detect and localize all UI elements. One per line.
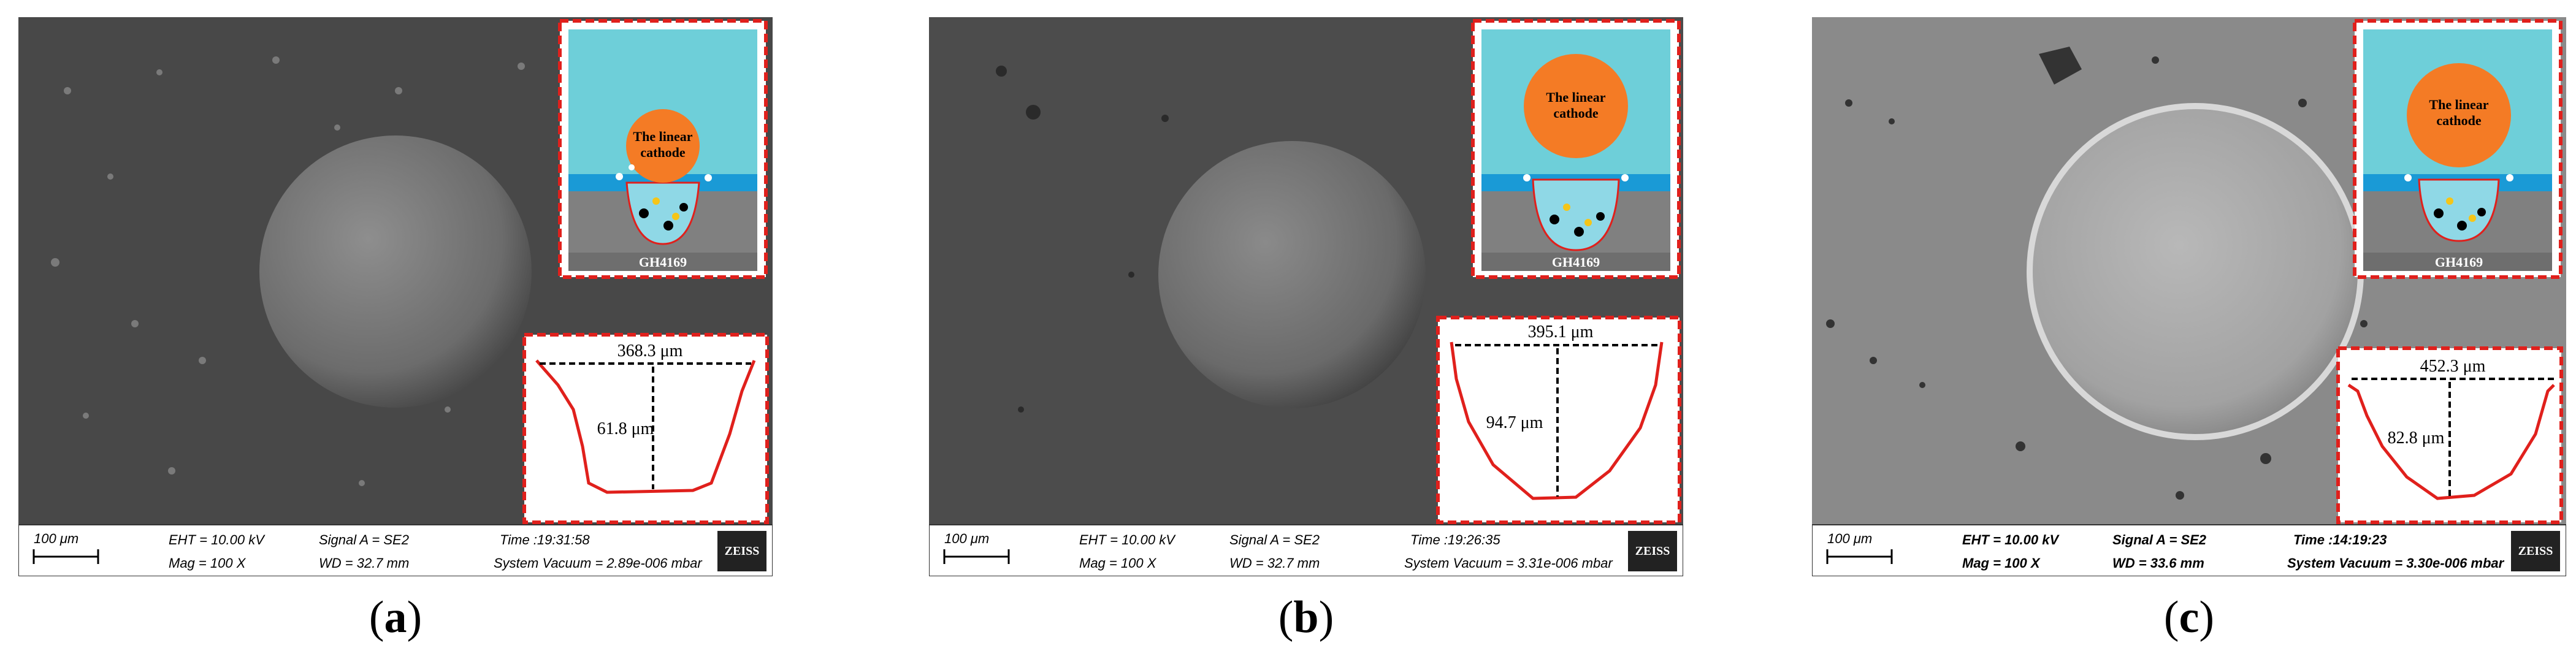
time-label: Time :14:19:23 bbox=[2293, 532, 2387, 547]
process-inset: The linear cathode GH4169 bbox=[558, 19, 768, 279]
sem-databar: 100 μm EHT = 10.00 kV Mag = 100 X Signal… bbox=[929, 524, 1683, 576]
inset-cathode-title-line1: The linear bbox=[1546, 90, 1605, 105]
depth-profile-inset: 395.1 μm 94.7 μm bbox=[1436, 316, 1681, 524]
width-label: 452.3 μm bbox=[2420, 357, 2486, 376]
inset-cathode-title-line2: cathode bbox=[2436, 113, 2482, 128]
wd-label: WD = 32.7 mm bbox=[1229, 555, 1320, 571]
inset-cathode-title-line1: The linear bbox=[2429, 97, 2488, 112]
sem-panel-a: The linear cathode GH4169 368.3 μm 61.8 … bbox=[18, 17, 773, 576]
width-label: 368.3 μm bbox=[617, 341, 683, 360]
scale-label: 100 μm bbox=[34, 531, 78, 546]
vacuum-label: System Vacuum = 2.89e-006 mbar bbox=[494, 555, 703, 571]
zeiss-logo-text: ZEISS bbox=[2518, 544, 2553, 558]
crater-disc bbox=[1158, 141, 1426, 408]
process-inset: The linear cathode GH4169 bbox=[1471, 19, 1681, 279]
time-label: Time :19:31:58 bbox=[500, 532, 590, 547]
wd-label: WD = 32.7 mm bbox=[319, 555, 409, 571]
sem-panel-b: The linear cathode GH4169 395.1 μm 94.7 … bbox=[929, 17, 1683, 576]
sem-panel-c: The linear cathode GH4169 452.3 μm 82.8 … bbox=[1812, 17, 2566, 576]
inset-cathode-title-line2: cathode bbox=[1553, 105, 1599, 121]
depth-label: 94.7 μm bbox=[1486, 413, 1543, 432]
eht-label: EHT = 10.00 kV bbox=[169, 532, 266, 547]
width-label: 395.1 μm bbox=[1528, 322, 1594, 341]
depth-label: 82.8 μm bbox=[2388, 429, 2445, 448]
zeiss-logo-text: ZEISS bbox=[1635, 544, 1670, 558]
surface-particles bbox=[51, 56, 525, 486]
mag-label: Mag = 100 X bbox=[169, 555, 247, 571]
crater-disc bbox=[2027, 103, 2364, 440]
zeiss-logo-text: ZEISS bbox=[725, 544, 760, 558]
inset-substrate-label: GH4169 bbox=[1552, 254, 1600, 270]
caption-a: (a) bbox=[369, 592, 422, 642]
depth-profile-inset: 368.3 μm 61.8 μm bbox=[522, 333, 769, 524]
inset-substrate-label: GH4169 bbox=[2435, 254, 2483, 270]
surface-particles bbox=[996, 66, 1169, 413]
signal-label: Signal A = SE2 bbox=[319, 532, 409, 547]
vacuum-label: System Vacuum = 3.30e-006 mbar bbox=[2287, 555, 2505, 571]
vacuum-label: System Vacuum = 3.31e-006 mbar bbox=[1404, 555, 1613, 571]
inset-substrate-label: GH4169 bbox=[639, 254, 687, 270]
caption-b: (b) bbox=[1278, 592, 1334, 642]
inset-cathode-title-line1: The linear bbox=[633, 129, 692, 144]
inset-cathode-title-line2: cathode bbox=[640, 145, 686, 160]
wd-label: WD = 33.6 mm bbox=[2112, 555, 2204, 571]
surface-debris bbox=[1826, 47, 2368, 500]
eht-label: EHT = 10.00 kV bbox=[1079, 532, 1176, 547]
zeiss-logo bbox=[717, 531, 766, 571]
zeiss-logo bbox=[2511, 531, 2560, 571]
eht-label: EHT = 10.00 kV bbox=[1962, 532, 2060, 547]
time-label: Time :19:26:35 bbox=[1410, 532, 1500, 547]
caption-c: (c) bbox=[2163, 592, 2215, 642]
scale-label: 100 μm bbox=[1827, 531, 1872, 546]
sem-databar: 100 μm EHT = 10.00 kV Mag = 100 X Signal… bbox=[1812, 524, 2566, 576]
signal-label: Signal A = SE2 bbox=[1229, 532, 1320, 547]
zeiss-logo bbox=[1628, 531, 1677, 571]
crater-disc bbox=[259, 135, 532, 408]
signal-label: Signal A = SE2 bbox=[2112, 532, 2207, 547]
depth-profile-inset: 452.3 μm 82.8 μm bbox=[2336, 346, 2563, 524]
mag-label: Mag = 100 X bbox=[1079, 555, 1157, 571]
scale-label: 100 μm bbox=[944, 531, 989, 546]
mag-label: Mag = 100 X bbox=[1962, 555, 2041, 571]
depth-label: 61.8 μm bbox=[597, 419, 654, 438]
process-inset: The linear cathode GH4169 bbox=[2353, 19, 2563, 279]
sem-databar: 100 μm EHT = 10.00 kV Mag = 100 X Signal… bbox=[18, 524, 773, 576]
